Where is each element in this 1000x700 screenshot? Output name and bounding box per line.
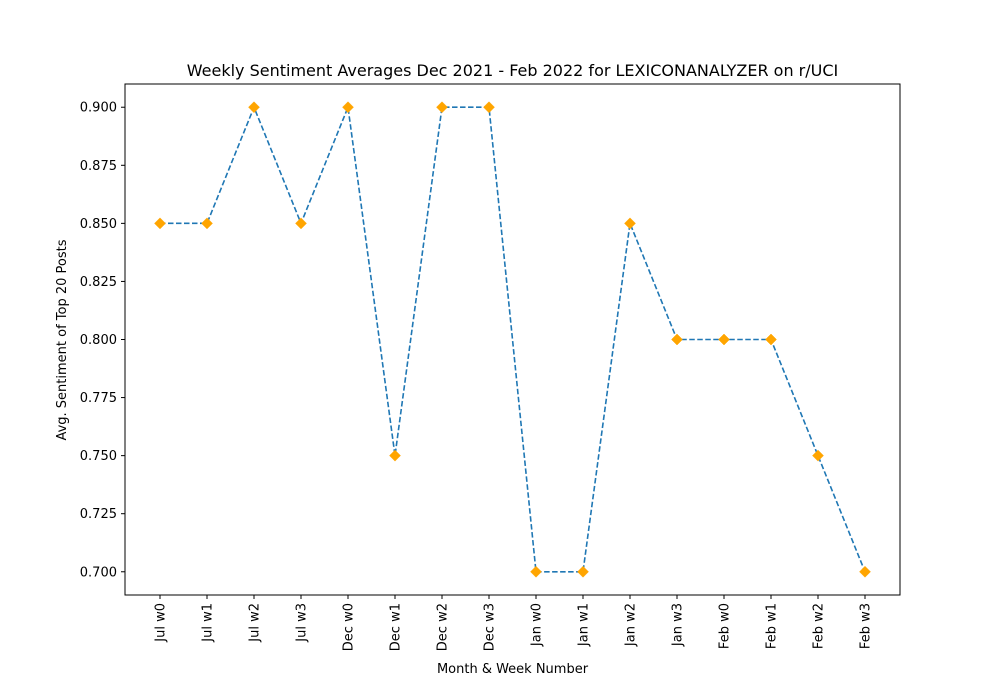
y-tick-label: 0.775 xyxy=(80,391,117,406)
data-point xyxy=(436,101,448,114)
y-tick-label: 0.875 xyxy=(80,159,117,174)
x-axis-label: Month & Week Number xyxy=(437,662,589,677)
x-tick-label: Dec w2 xyxy=(436,603,451,651)
y-tick-label: 0.850 xyxy=(80,217,117,232)
x-tick-label: Dec w1 xyxy=(389,603,404,651)
data-point xyxy=(577,565,589,578)
y-tick-label: 0.725 xyxy=(80,507,117,522)
y-tick-label: 0.900 xyxy=(80,101,117,116)
data-point xyxy=(342,101,354,114)
x-tick-label: Dec w3 xyxy=(483,603,498,651)
data-point xyxy=(718,333,730,346)
data-point xyxy=(530,565,542,578)
y-axis-label: Avg. Sentiment of Top 20 Posts xyxy=(55,239,70,440)
chart-title: Weekly Sentiment Averages Dec 2021 - Feb… xyxy=(187,61,838,80)
x-tick-label: Jul w2 xyxy=(248,603,263,643)
y-tick-label: 0.700 xyxy=(80,565,117,580)
data-point xyxy=(765,333,777,346)
x-tick-label: Jan w1 xyxy=(577,603,592,647)
y-tick-label: 0.800 xyxy=(80,333,117,348)
data-point xyxy=(671,333,683,346)
y-tick-label: 0.750 xyxy=(80,449,117,464)
series-line xyxy=(160,104,866,573)
x-tick-label: Dec w0 xyxy=(342,603,357,651)
data-point xyxy=(201,217,213,230)
data-point xyxy=(483,101,495,114)
data-point xyxy=(859,565,871,578)
data-point xyxy=(295,217,307,230)
x-tick-label: Feb w0 xyxy=(718,603,733,649)
x-tick-label: Jul w1 xyxy=(201,603,216,643)
data-point xyxy=(389,449,401,462)
plot-area: 0.700 0.725 0.750 0.775 0.800 0.825 0.850 0.875… xyxy=(80,83,901,651)
x-tick-label: Feb w3 xyxy=(859,603,874,649)
x-tick-label: Jul w0 xyxy=(154,603,169,643)
y-tick-label: 0.825 xyxy=(80,275,117,290)
data-point xyxy=(248,101,260,114)
x-tick-label: Jan w2 xyxy=(624,603,639,647)
data-point xyxy=(154,217,166,230)
x-tick-label: Feb w1 xyxy=(765,603,780,649)
x-tick-label: Jul w3 xyxy=(295,603,310,643)
data-point xyxy=(812,449,824,462)
x-tick-label: Jan w3 xyxy=(671,603,686,647)
x-tick-label: Feb w2 xyxy=(812,603,827,649)
plot-frame xyxy=(124,83,901,596)
x-tick-label: Jan w0 xyxy=(530,603,545,647)
data-point xyxy=(624,217,636,230)
